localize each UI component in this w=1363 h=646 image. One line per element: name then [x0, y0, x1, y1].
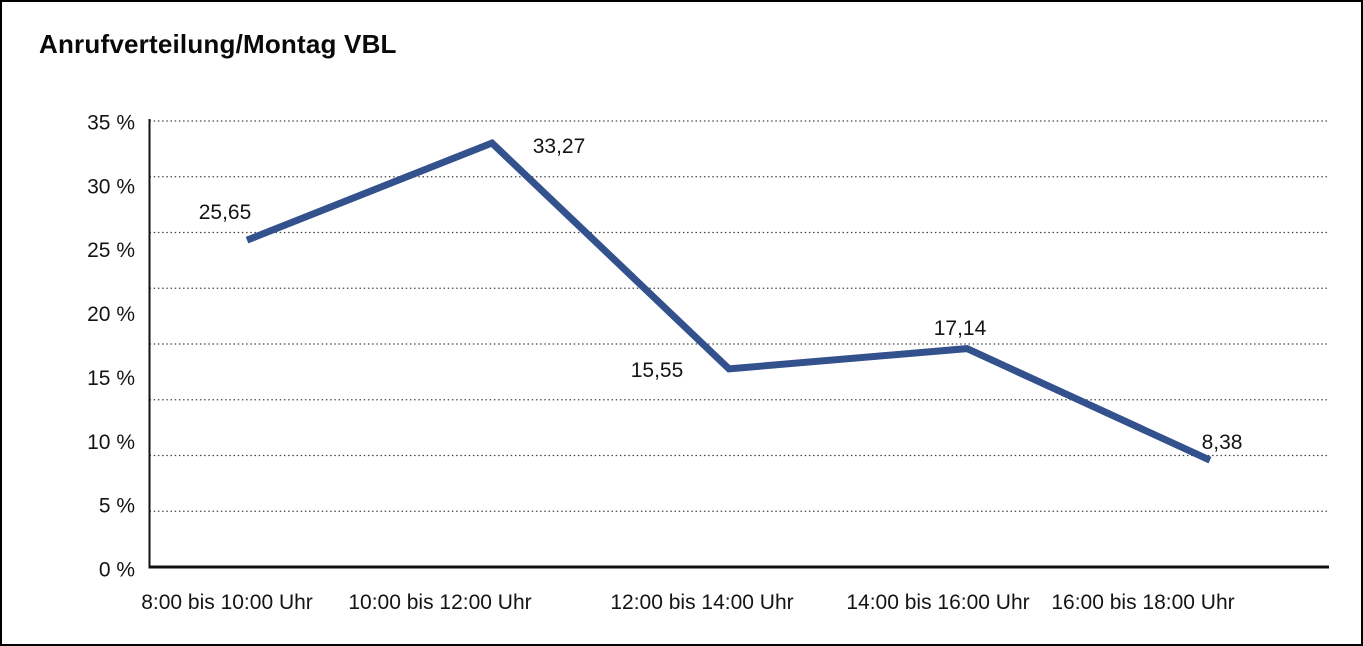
y-tick-label: 20 % — [87, 303, 135, 326]
x-tick-label: 16:00 bis 18:00 Uhr — [1051, 591, 1234, 614]
y-tick-label: 25 % — [87, 239, 135, 262]
data-line — [245, 138, 1212, 464]
y-tick-label: 35 % — [87, 112, 135, 135]
y-tick-label: 0 % — [99, 558, 135, 581]
data-point-label: 33,27 — [533, 135, 586, 158]
x-tick-label: 8:00 bis 10:00 Uhr — [141, 591, 313, 614]
x-tick-label: 12:00 bis 14:00 Uhr — [610, 591, 793, 614]
chart-title: Anrufverteilung/Montag VBL — [39, 29, 397, 59]
data-point-label: 15,55 — [631, 359, 684, 382]
data-point-label: 8,38 — [1202, 431, 1243, 454]
data-point-label: 17,14 — [934, 317, 987, 340]
y-tick-label: 10 % — [87, 431, 135, 454]
y-tick-label: 15 % — [87, 367, 135, 390]
x-tick-label: 14:00 bis 16:00 Uhr — [846, 591, 1029, 614]
data-point-label: 25,65 — [199, 201, 252, 224]
y-tick-label: 30 % — [87, 175, 135, 198]
y-tick-label: 5 % — [99, 495, 135, 518]
x-tick-label: 10:00 bis 12:00 Uhr — [348, 591, 531, 614]
